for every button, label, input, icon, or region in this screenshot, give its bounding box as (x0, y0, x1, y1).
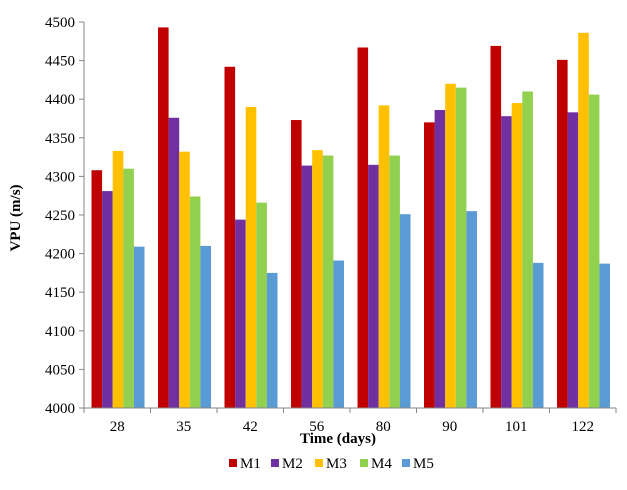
y-axis-ticks: 4000 4050 4100 4150 4200 4250 4300 4350 4400 4450… (45, 15, 84, 417)
legend-swatch-m2 (271, 459, 279, 467)
legend-swatch-m1 (229, 459, 237, 467)
bar-m4-35 (189, 196, 201, 408)
bar-m4-42 (256, 202, 267, 408)
bars (91, 27, 610, 409)
legend-label-m5: M5 (413, 456, 434, 472)
bar-m1-35 (158, 27, 169, 409)
bar-m5-28 (133, 246, 145, 408)
bar-m1-122 (557, 59, 568, 408)
legend-label-m3: M3 (326, 456, 347, 472)
y-tick-label: 4000 (45, 401, 75, 417)
bar-m2-28 (102, 191, 113, 408)
y-tick-label: 4200 (45, 247, 75, 263)
bar-m1-90 (424, 122, 435, 409)
bar-m3-56 (312, 150, 323, 408)
bar-m1-56 (291, 120, 302, 408)
bar-m5-122 (599, 263, 610, 408)
bar-m3-35 (179, 151, 190, 408)
y-axis-title: VPU (m/s) (8, 184, 24, 251)
bar-m2-101 (501, 116, 512, 409)
x-tick-label: 101 (505, 419, 528, 435)
bar-m3-101 (511, 103, 523, 408)
x-axis-title: Time (days) (300, 431, 376, 447)
bar-m1-101 (490, 45, 502, 409)
bar-m5-56 (333, 260, 344, 408)
bar-m2-90 (434, 110, 446, 408)
x-tick-label: 80 (376, 419, 391, 435)
bar-m4-28 (123, 168, 134, 408)
legend: M1 M2 M3 M4 M5 (229, 456, 434, 472)
x-tick-label: 122 (572, 419, 595, 435)
legend-label-m4: M4 (371, 456, 392, 472)
bar-m4-56 (322, 155, 334, 408)
bar-m5-35 (200, 245, 211, 408)
bar-m2-122 (567, 112, 579, 408)
y-tick-label: 4450 (45, 54, 75, 70)
legend-swatch-m4 (360, 459, 368, 467)
legend-swatch-m5 (402, 459, 410, 467)
bar-m5-80 (399, 214, 411, 408)
y-tick-label: 4400 (45, 92, 75, 108)
bar-m1-28 (91, 170, 103, 408)
y-tick-label: 4150 (45, 285, 75, 301)
x-tick-label: 35 (176, 419, 191, 435)
bar-m4-122 (588, 94, 600, 408)
x-tick-label: 90 (442, 419, 457, 435)
bar-m4-90 (455, 87, 467, 409)
bar-m3-28 (112, 150, 124, 409)
bar-m3-42 (245, 106, 257, 409)
legend-swatch-m3 (315, 459, 323, 467)
x-tick-label: 42 (243, 419, 258, 435)
y-tick-label: 4100 (45, 324, 75, 340)
y-tick-label: 4050 (45, 362, 75, 378)
bar-m1-42 (224, 66, 236, 408)
y-tick-label: 4500 (45, 15, 75, 31)
y-tick-label: 4300 (45, 169, 75, 185)
bar-m3-80 (378, 105, 390, 408)
bar-m4-101 (522, 91, 533, 408)
bar-m2-35 (168, 117, 180, 408)
legend-label-m2: M2 (282, 456, 303, 472)
bar-m5-42 (266, 272, 278, 408)
legend-label-m1: M1 (240, 456, 261, 472)
bar-m5-90 (466, 211, 477, 408)
bar-m5-101 (532, 262, 544, 408)
x-axis-ticks: 28 35 42 56 80 90 101 122 (83, 408, 617, 435)
x-tick-label: 28 (110, 419, 125, 435)
bar-m4-80 (389, 155, 400, 408)
y-tick-label: 4350 (45, 131, 75, 147)
bar-m2-56 (301, 165, 313, 408)
bar-m1-80 (357, 47, 369, 408)
bar-m2-80 (368, 164, 379, 408)
bar-m3-90 (445, 83, 456, 408)
bar-m3-122 (578, 32, 589, 409)
x-tick-label: 56 (309, 419, 325, 435)
y-tick-label: 4250 (45, 208, 75, 224)
bar-m2-42 (235, 219, 246, 408)
